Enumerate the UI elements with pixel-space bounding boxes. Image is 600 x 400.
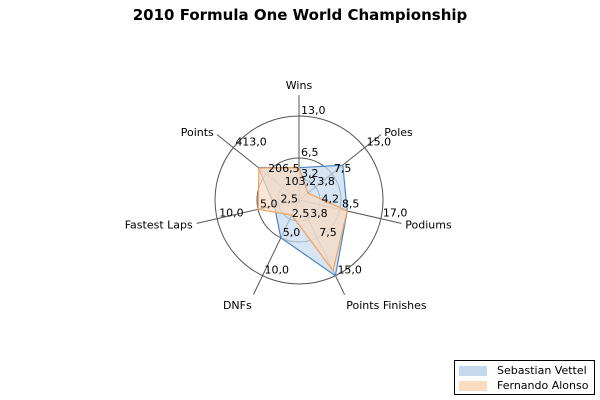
tick-label-wins-1: 3,2: [301, 167, 319, 180]
tick-label-dnfs-3: 10,0: [265, 264, 290, 277]
axis-label-poles: Poles: [384, 126, 413, 139]
axis-label-dnfs: DNFs: [223, 299, 252, 312]
tick-label-points-3: 413,0: [235, 136, 267, 149]
legend-swatch-sebastian-vettel: [459, 366, 487, 376]
tick-label-poles-3: 15,0: [367, 136, 392, 149]
tick-label-fastest-laps-2: 5,0: [260, 197, 278, 210]
legend: Sebastian Vettel Fernando Alonso: [454, 360, 595, 395]
tick-label-points-2: 206,5: [268, 162, 300, 175]
axis-label-fastest-laps: Fastest Laps: [125, 218, 193, 231]
tick-label-wins-3: 13,0: [301, 104, 326, 117]
tick-label-podiums-2: 8,5: [342, 197, 360, 210]
chart-title: 2010 Formula One World Championship: [132, 6, 468, 24]
tick-label-points-finishes-2: 7,5: [319, 226, 337, 239]
legend-swatch-fernando-alonso: [459, 381, 487, 391]
tick-label-dnfs-2: 5,0: [283, 226, 301, 239]
series-area-fernando-alonso: [257, 167, 348, 272]
tick-label-fastest-laps-3: 10,0: [219, 207, 244, 220]
tick-label-fastest-laps-1: 2,5: [281, 193, 299, 206]
axis-label-points-finishes: Points Finishes: [346, 299, 427, 312]
tick-label-poles-1: 3,8: [317, 175, 335, 188]
legend-label-fernando-alonso: Fernando Alonso: [497, 379, 589, 392]
tick-label-podiums-1: 4,2: [321, 193, 339, 206]
tick-label-dnfs-1: 2,5: [292, 207, 310, 220]
tick-label-poles-2: 7,5: [334, 162, 352, 175]
axis-label-podiums: Podiums: [405, 218, 452, 231]
legend-label-sebastian-vettel: Sebastian Vettel: [497, 364, 587, 377]
tick-label-points-finishes-3: 15,0: [337, 264, 362, 277]
axis-label-wins: Wins: [286, 79, 313, 92]
tick-label-points-finishes-1: 3,8: [310, 207, 328, 220]
tick-label-points-1: 103,2: [285, 175, 317, 188]
tick-label-wins-2: 6,5: [301, 146, 319, 159]
axis-label-points: Points: [181, 126, 214, 139]
tick-label-podiums-3: 17,0: [383, 207, 408, 220]
